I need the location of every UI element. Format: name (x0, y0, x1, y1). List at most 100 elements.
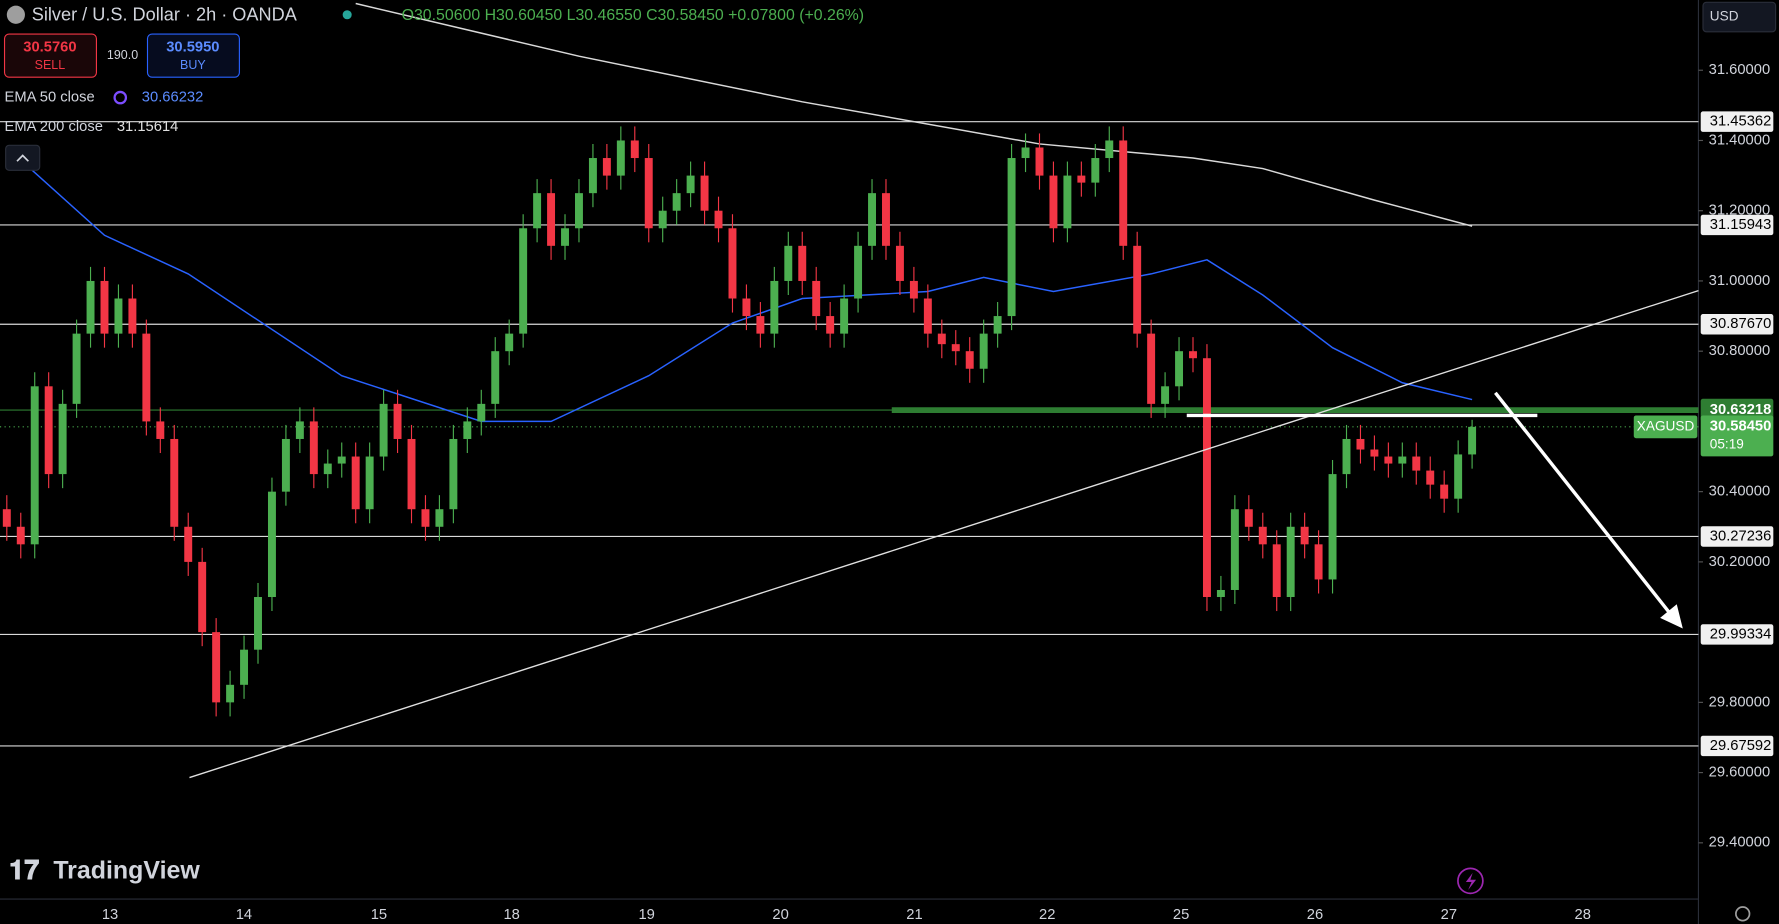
candle-body (1272, 544, 1281, 598)
candle-body (295, 421, 304, 439)
candle-body (672, 193, 681, 211)
ema200-name: EMA 200 close (5, 119, 103, 135)
x-tick-label: 25 (1173, 907, 1189, 923)
candle-body (365, 456, 374, 510)
ema-line (355, 2, 1473, 227)
candle-body (477, 403, 486, 422)
plot-area (0, 2, 1699, 747)
candle-body (44, 386, 53, 475)
candle-body (1328, 474, 1337, 580)
y-tick-label: 30.20000 (1709, 554, 1771, 570)
level-label: 29.67592 (1710, 738, 1772, 754)
candle-body (114, 298, 123, 334)
candle-body (909, 280, 918, 299)
buy-price: 30.5950 (166, 40, 219, 56)
candle-body (798, 245, 807, 281)
ema50-icon (113, 90, 128, 105)
candle-body (254, 597, 262, 650)
x-tick-label: 18 (503, 907, 519, 923)
x-tick-label: 21 (906, 907, 922, 923)
sell-button[interactable] (3, 33, 98, 78)
candle-body (407, 438, 416, 510)
candle-body (491, 351, 500, 404)
candle-body (882, 193, 890, 246)
spread: 190.0 (107, 48, 138, 62)
ohlc: O30.50600 H30.60450 L30.46550 C30.58450 … (402, 7, 864, 24)
candle-body (1189, 351, 1197, 359)
level-label: 31.45362 (1710, 114, 1772, 130)
y-tick-label: 31.60000 (1709, 62, 1771, 78)
candle-body (756, 316, 765, 334)
level-label-box (1700, 314, 1774, 335)
status-dot (342, 10, 352, 20)
x-tick-label: 14 (236, 907, 252, 923)
candle-body (1384, 456, 1393, 464)
lightning-button[interactable] (1457, 867, 1484, 895)
candle-body (212, 632, 221, 703)
countdown: 05:19 (1710, 437, 1744, 452)
candle-body (1244, 509, 1253, 527)
currency: USD (1710, 9, 1739, 24)
candle-body (226, 684, 235, 703)
brand: TradingView (53, 856, 200, 884)
candle-body (309, 421, 318, 475)
candle-body (128, 298, 137, 334)
candle-body (588, 158, 597, 194)
candle-body (519, 228, 528, 334)
x-tick-label: 26 (1307, 907, 1323, 923)
candle-body (30, 386, 39, 545)
candle-body (1314, 544, 1323, 580)
candle-body (742, 298, 751, 317)
candle-body (435, 509, 444, 527)
candle-body (1370, 449, 1379, 457)
y-tick-label: 31.00000 (1709, 273, 1771, 289)
candle-body (602, 158, 611, 176)
y-tick-label: 30.40000 (1709, 484, 1771, 500)
settings-icon[interactable] (1735, 906, 1751, 922)
candle-body (979, 333, 988, 369)
collapse-button[interactable] (5, 144, 41, 171)
candle-body (1202, 358, 1211, 598)
candle-body (561, 228, 569, 246)
level-label-box (1700, 111, 1774, 132)
ema-line (6, 146, 1473, 423)
candle-body (923, 298, 932, 334)
candle-body (393, 403, 402, 439)
x-tick-label: 22 (1039, 907, 1055, 923)
x-tick-label: 20 (772, 907, 788, 923)
level-label: 30.27236 (1710, 528, 1772, 544)
candle-body (1049, 175, 1058, 229)
candle-body (616, 140, 625, 176)
brand-logo: 𝟏𝟕 (9, 854, 39, 885)
candle-body (1258, 526, 1267, 545)
candle-body (658, 210, 667, 229)
candle-body (826, 316, 835, 334)
y-tick-label: 29.80000 (1709, 694, 1771, 710)
level-label: 31.15943 (1710, 217, 1772, 233)
buy-button[interactable] (146, 33, 240, 78)
candle-body (1230, 509, 1239, 590)
y-tick-label: 31.40000 (1709, 132, 1771, 148)
level-label-box (1700, 735, 1774, 757)
candle-body (714, 210, 723, 229)
buy-label: BUY (180, 58, 206, 72)
candle-body (812, 280, 821, 317)
candle-body (323, 463, 332, 475)
candle-body (267, 491, 276, 598)
candle-body (993, 316, 1002, 334)
candle-body (1426, 470, 1435, 485)
x-tick-label: 27 (1441, 907, 1457, 923)
candle-body (574, 193, 583, 229)
candle-body (1286, 526, 1295, 598)
y-tick-label: 30.80000 (1709, 343, 1771, 359)
candle-body (449, 438, 458, 510)
ema200-value: 31.15614 (117, 119, 179, 135)
candle-body (854, 245, 863, 299)
currency-select[interactable] (1702, 1, 1777, 33)
candle-body (1091, 158, 1100, 183)
symbol-tag-box (1633, 415, 1698, 439)
candle-body (1342, 438, 1351, 475)
candle-body (965, 351, 974, 369)
